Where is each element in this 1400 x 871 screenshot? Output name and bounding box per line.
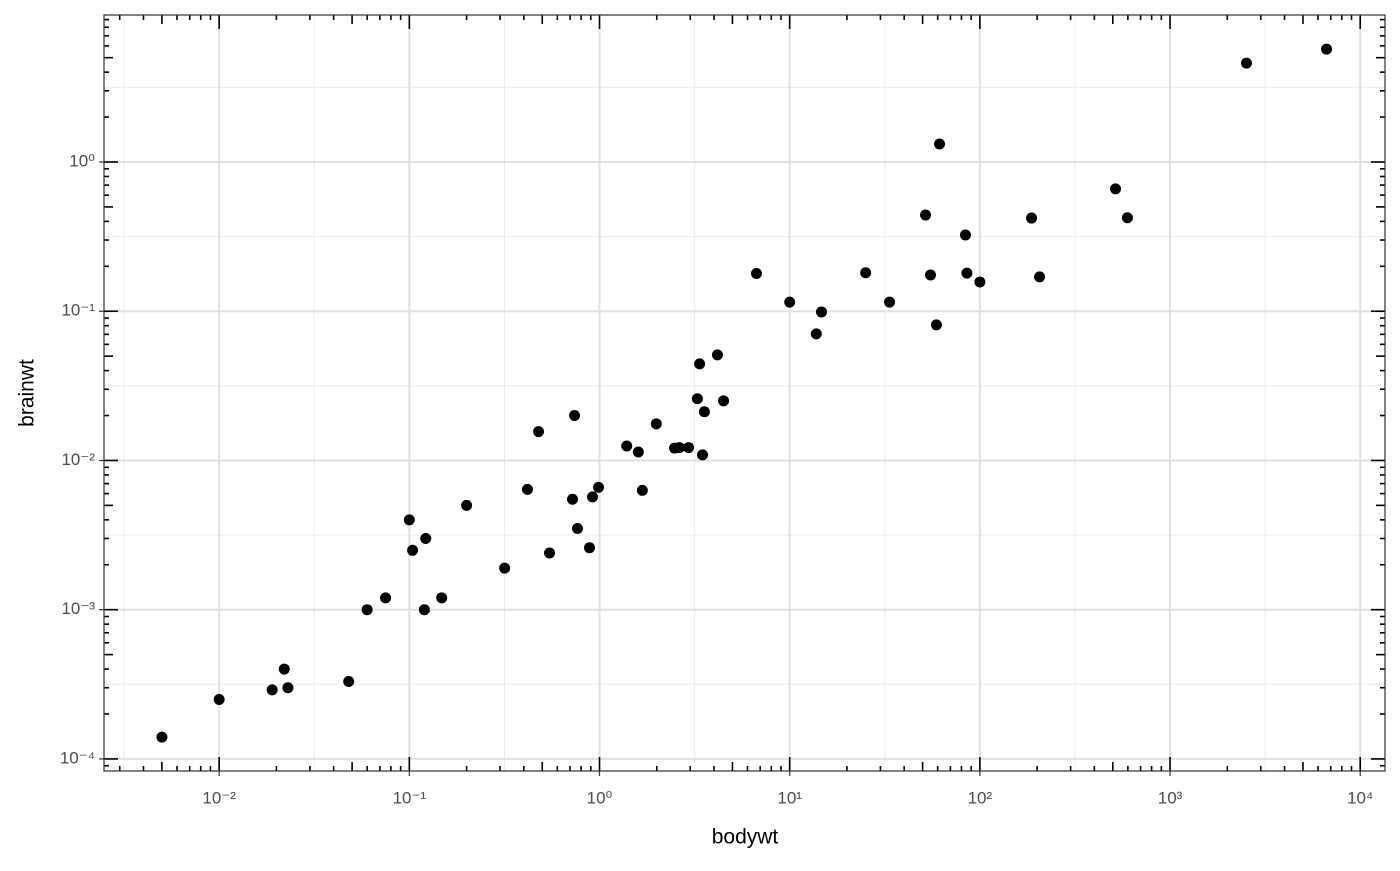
point bbox=[569, 410, 581, 422]
point bbox=[934, 138, 946, 150]
point bbox=[343, 676, 355, 688]
point bbox=[361, 604, 373, 616]
point bbox=[420, 532, 432, 544]
point bbox=[810, 328, 822, 340]
point bbox=[673, 442, 685, 454]
point bbox=[959, 229, 971, 241]
point bbox=[521, 483, 533, 495]
log-ticks bbox=[104, 15, 1385, 771]
point bbox=[650, 418, 662, 430]
y-tick-label: 10⁻³ bbox=[61, 599, 95, 618]
point bbox=[698, 406, 710, 418]
y-tick-label: 10⁻⁴ bbox=[60, 748, 95, 767]
point bbox=[407, 544, 419, 556]
point bbox=[566, 493, 578, 505]
point bbox=[1110, 183, 1122, 195]
y-tick-label: 10⁻¹ bbox=[61, 301, 95, 320]
point bbox=[587, 491, 599, 503]
x-tick-label: 10⁰ bbox=[587, 788, 613, 807]
point bbox=[884, 296, 896, 308]
x-tick-label: 10¹ bbox=[777, 788, 802, 807]
point bbox=[461, 499, 473, 511]
point bbox=[860, 267, 872, 279]
x-tick-label: 10⁻² bbox=[202, 788, 236, 807]
point bbox=[156, 731, 168, 743]
x-axis-title: bodywt bbox=[712, 826, 779, 849]
point bbox=[784, 296, 796, 308]
x-tick-label: 10⁴ bbox=[1347, 788, 1373, 807]
y-tick-label: 10⁰ bbox=[69, 151, 95, 170]
point bbox=[1241, 57, 1253, 69]
point bbox=[750, 267, 762, 279]
point bbox=[544, 547, 556, 559]
point bbox=[584, 542, 596, 554]
point bbox=[1026, 212, 1038, 224]
x-tick-label: 10³ bbox=[1158, 788, 1183, 807]
grid bbox=[104, 15, 1385, 771]
point bbox=[683, 442, 695, 454]
x-tick-label: 10² bbox=[968, 788, 993, 807]
point bbox=[691, 393, 703, 405]
point bbox=[718, 395, 730, 407]
point bbox=[974, 276, 986, 288]
point bbox=[571, 522, 583, 534]
point bbox=[1034, 271, 1046, 283]
y-tick-label: 10⁻² bbox=[61, 450, 95, 469]
panel-border bbox=[103, 14, 1386, 772]
x-tick-label: 10⁻¹ bbox=[393, 788, 427, 807]
point bbox=[213, 694, 225, 706]
point bbox=[694, 358, 706, 370]
point bbox=[711, 349, 723, 361]
point bbox=[961, 267, 973, 279]
point bbox=[278, 663, 290, 675]
point bbox=[499, 562, 511, 574]
point bbox=[1321, 43, 1333, 55]
point bbox=[533, 426, 545, 438]
point bbox=[924, 269, 936, 281]
point bbox=[418, 604, 430, 616]
point bbox=[697, 449, 709, 461]
point bbox=[621, 440, 633, 452]
point bbox=[282, 682, 294, 694]
point bbox=[632, 446, 644, 458]
point bbox=[930, 319, 942, 331]
point bbox=[816, 306, 828, 318]
point bbox=[380, 592, 392, 604]
point bbox=[636, 484, 648, 496]
point bbox=[1121, 212, 1133, 224]
point bbox=[920, 209, 932, 221]
point bbox=[436, 592, 448, 604]
point bbox=[593, 481, 605, 493]
points bbox=[156, 43, 1333, 743]
point bbox=[403, 514, 415, 526]
y-axis-title: brainwt bbox=[16, 359, 39, 427]
point bbox=[266, 684, 278, 696]
